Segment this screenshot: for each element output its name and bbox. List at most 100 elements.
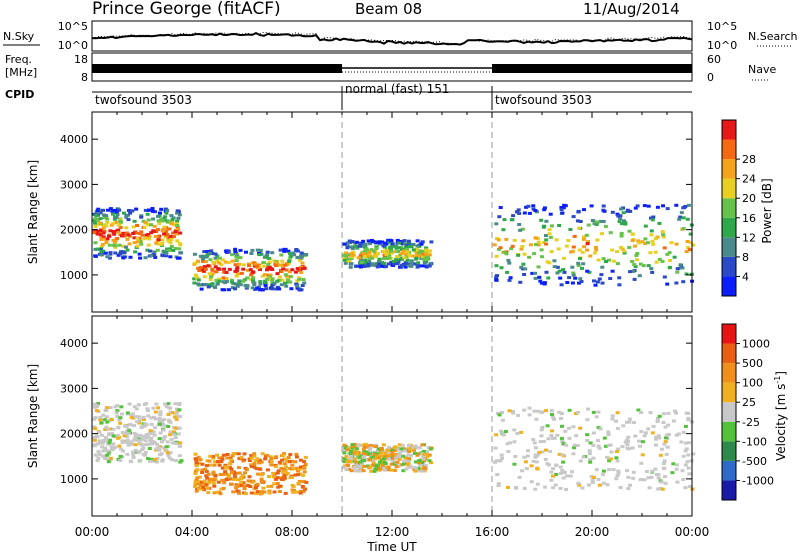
power-cell	[566, 239, 571, 242]
velocity-cell	[392, 468, 397, 472]
power-cell	[594, 223, 599, 226]
velocity-cell	[216, 480, 221, 484]
power-cell	[633, 265, 638, 269]
power-cell	[246, 262, 251, 266]
velocity-cell	[237, 491, 241, 495]
power-cell	[99, 250, 104, 253]
power-cell	[528, 243, 533, 247]
velocity-cell	[428, 447, 433, 451]
velocity-cell	[505, 442, 510, 446]
power-cell	[233, 287, 237, 291]
power-cell	[370, 256, 375, 260]
power-cell	[373, 263, 378, 267]
velocity-cell	[601, 469, 606, 473]
power-cell	[117, 208, 122, 212]
velocity-ytick-label: 1000	[60, 473, 88, 486]
power-cell	[168, 241, 173, 245]
power-cell	[362, 250, 367, 254]
velocity-cell	[425, 455, 430, 459]
power-cell	[224, 271, 229, 274]
velocity-cell	[551, 486, 556, 490]
velocity-cell	[495, 473, 500, 477]
velocity-cell	[157, 448, 162, 452]
velocity-cell	[153, 441, 157, 445]
power-cell	[391, 263, 395, 267]
power-cell	[175, 224, 180, 227]
velocity-cell	[549, 478, 554, 482]
power-cell	[390, 242, 395, 246]
velocity-cell	[128, 459, 133, 463]
x-tick-label: 20:00	[575, 525, 610, 539]
nsearch-tick-top: 10^5	[707, 20, 737, 33]
power-cell	[389, 261, 394, 264]
power-cell	[497, 215, 502, 219]
velocity-cell	[166, 402, 171, 406]
velocity-cell	[674, 411, 678, 415]
power-cell	[409, 259, 414, 263]
velocity-cell	[686, 466, 691, 470]
power-cell	[392, 250, 396, 254]
velocity-cell	[380, 447, 384, 451]
power-cell	[681, 216, 686, 220]
velocity-cell	[427, 453, 432, 457]
velocity-cell	[386, 468, 391, 472]
power-cell	[342, 258, 347, 262]
power-cell	[97, 209, 102, 212]
power-colorbar-tick-label: 20	[742, 192, 756, 205]
velocity-cell	[529, 480, 534, 484]
power-cell	[249, 252, 254, 255]
velocity-cell	[207, 481, 212, 485]
power-cell	[648, 251, 653, 255]
velocity-cell	[596, 410, 601, 414]
velocity-cell	[301, 473, 305, 477]
power-cell	[208, 278, 213, 281]
velocity-cell	[207, 459, 212, 463]
power-cell	[557, 224, 562, 227]
velocity-cell	[615, 459, 620, 463]
power-cell	[422, 261, 427, 265]
power-cell	[255, 286, 260, 290]
velocity-cell	[506, 485, 510, 489]
velocity-cell	[198, 484, 203, 488]
velocity-cell	[268, 455, 273, 459]
power-cell	[645, 241, 650, 245]
velocity-cell	[242, 458, 247, 462]
velocity-cell	[495, 411, 500, 415]
velocity-cell	[597, 446, 602, 450]
power-cell	[494, 222, 499, 226]
velocity-cell	[429, 461, 433, 465]
velocity-cell	[497, 413, 502, 417]
power-cell	[299, 254, 303, 258]
velocity-cell	[390, 468, 395, 472]
power-cell	[415, 252, 420, 256]
velocity-cell	[661, 421, 666, 424]
velocity-cell	[274, 455, 279, 459]
velocity-cell	[297, 479, 302, 483]
x-tick-label: 00:00	[675, 525, 710, 539]
power-cell	[407, 254, 412, 258]
power-cell	[351, 253, 356, 257]
velocity-cell	[115, 404, 120, 408]
velocity-cell	[372, 469, 377, 473]
velocity-cell	[639, 411, 644, 414]
power-cell	[589, 204, 594, 208]
velocity-cell	[93, 416, 98, 420]
velocity-cell	[177, 454, 182, 458]
velocity-cell	[356, 443, 361, 447]
velocity-cell	[534, 460, 539, 464]
power-cell	[110, 212, 115, 216]
velocity-cell	[168, 451, 173, 455]
power-cell	[98, 233, 103, 237]
velocity-cell	[200, 462, 205, 466]
velocity-cell	[549, 409, 554, 413]
velocity-cell	[379, 454, 384, 458]
velocity-cell	[282, 462, 287, 466]
power-cell	[498, 206, 503, 209]
velocity-cell	[122, 434, 127, 438]
velocity-cell	[679, 440, 684, 444]
power-cell	[494, 264, 499, 268]
power-cell	[413, 257, 418, 261]
velocity-cell	[298, 465, 303, 469]
velocity-cell	[146, 457, 150, 461]
